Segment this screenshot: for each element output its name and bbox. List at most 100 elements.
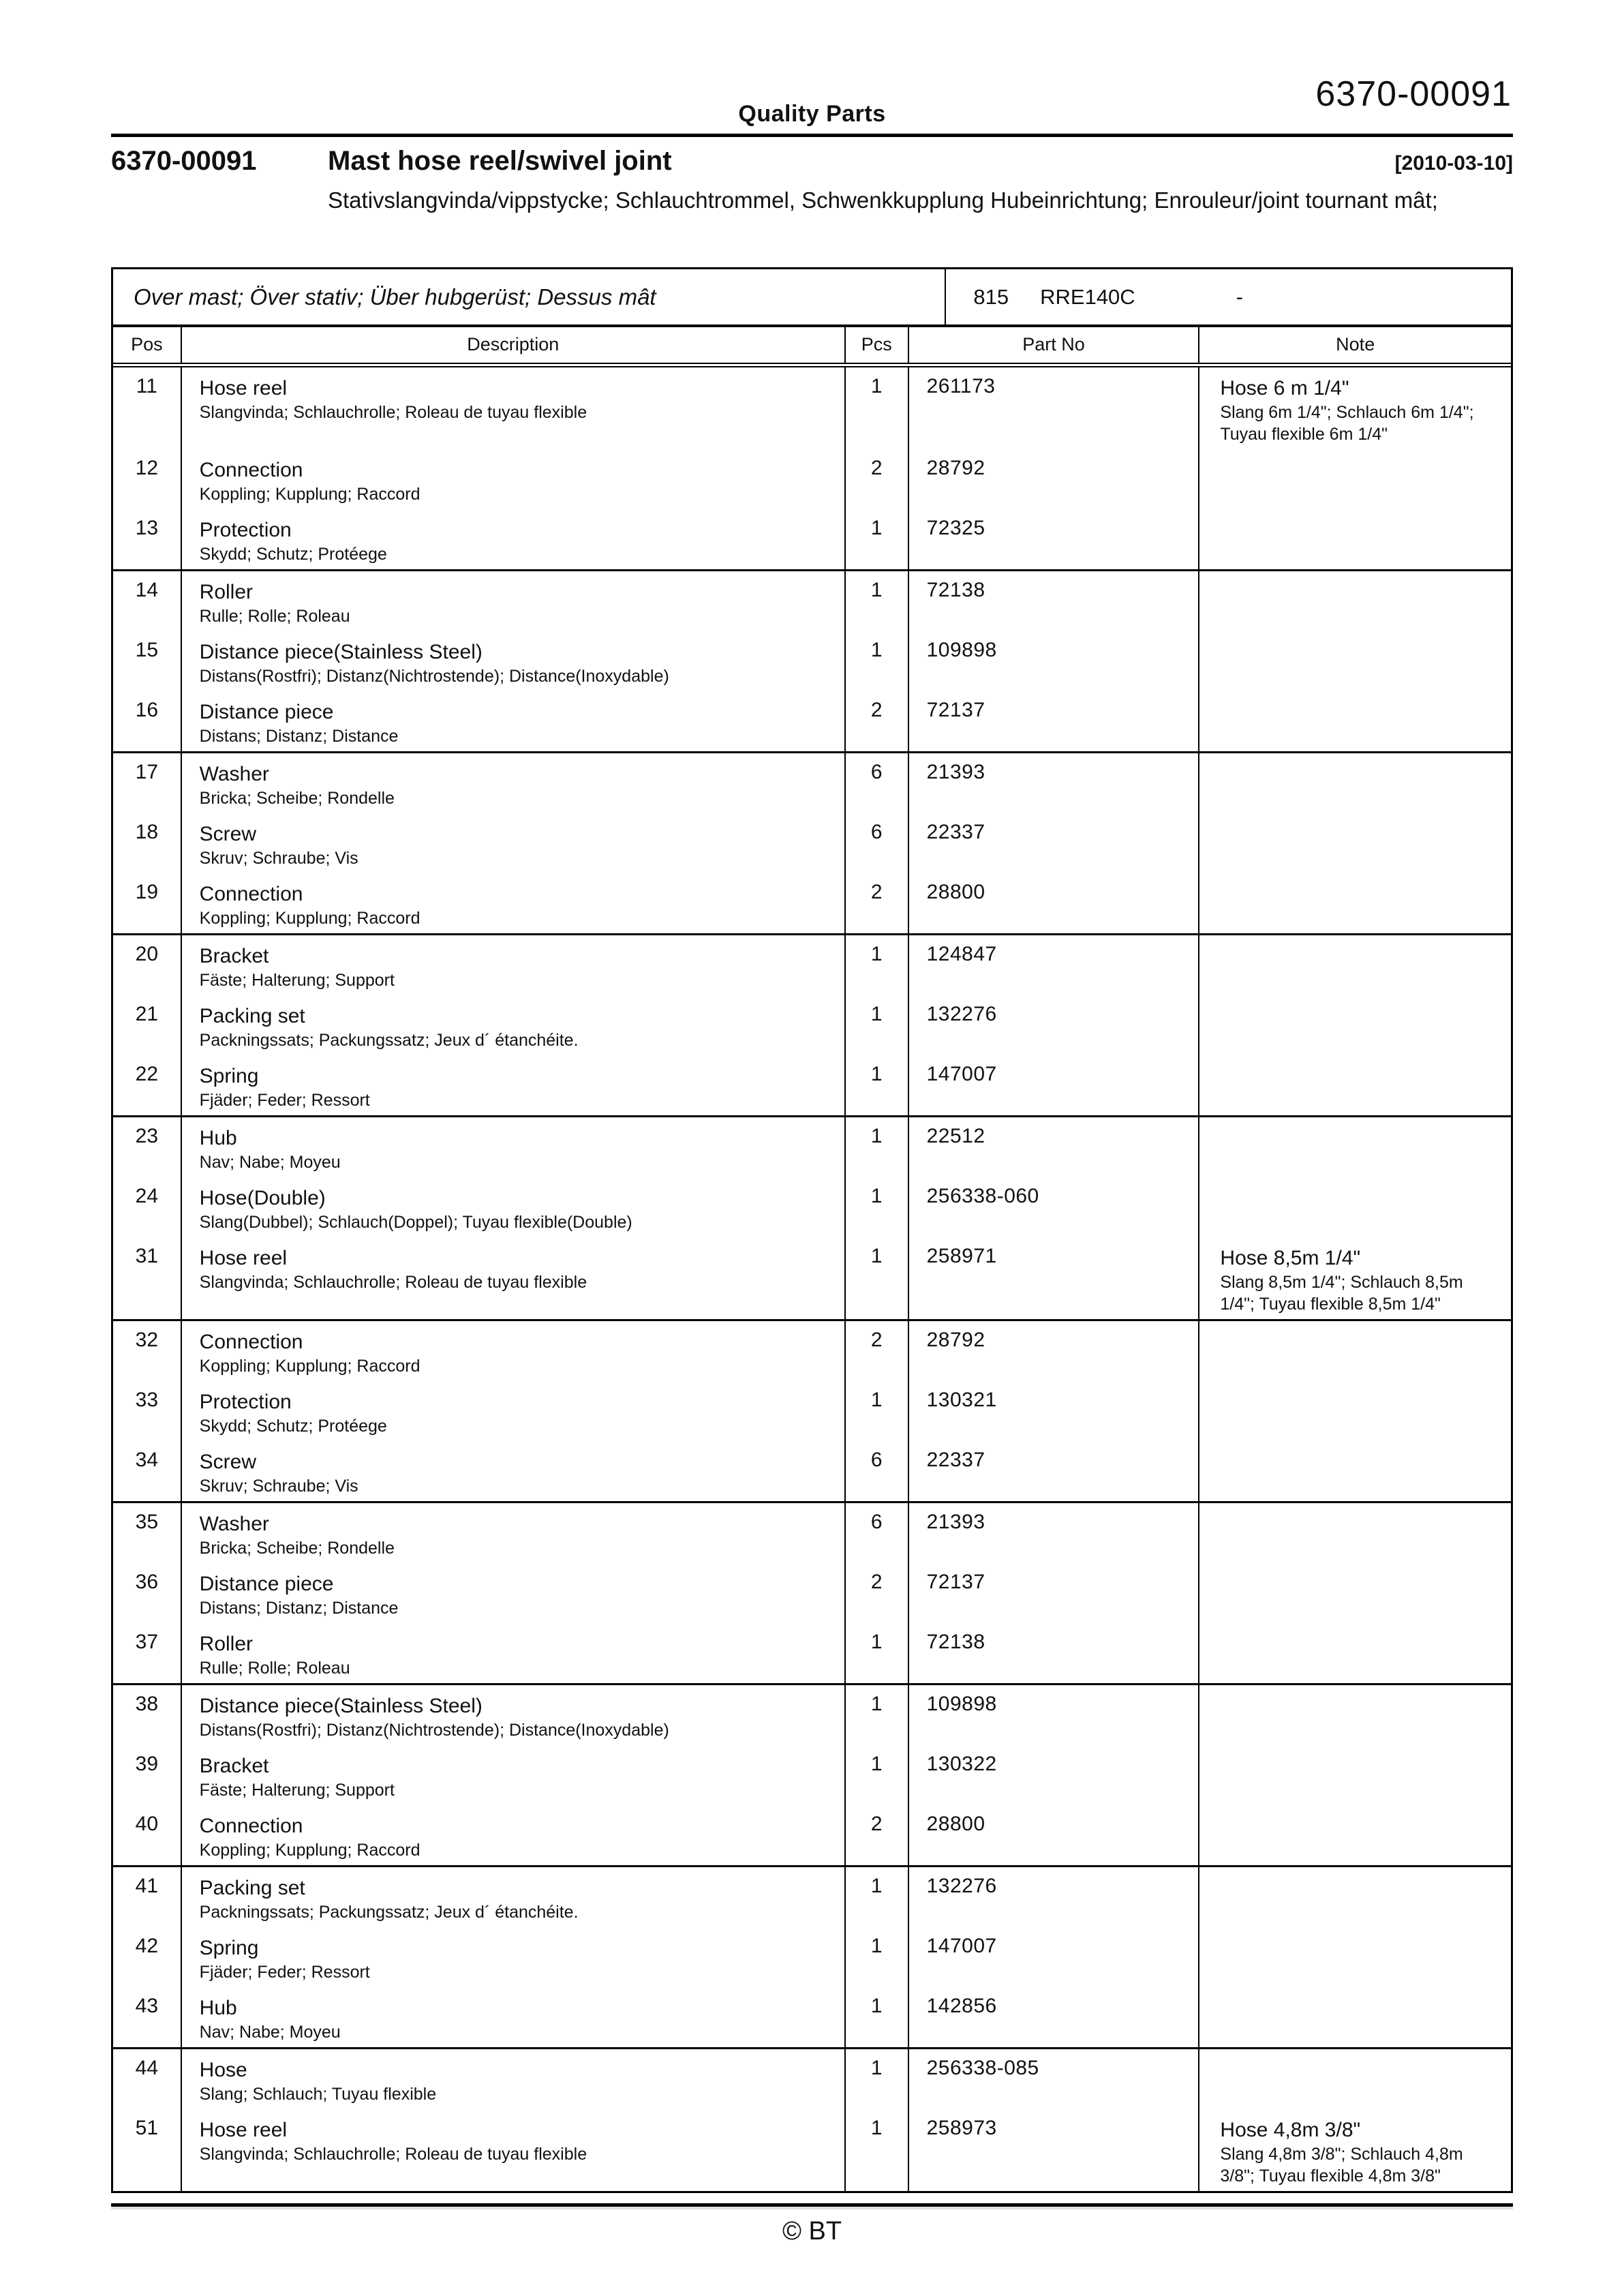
page-title: Mast hose reel/swivel joint	[328, 146, 672, 176]
cell-note	[1198, 631, 1511, 691]
table-row: 41 Packing set Packningssats; Packungssatz…	[113, 1866, 1511, 1927]
column-header-row: Pos Description Pcs Part No Note	[113, 327, 1511, 367]
description-text: Protection	[199, 1390, 292, 1413]
table-row: 13 Protection Skydd; Schutz; Protéege 1 7232…	[113, 509, 1511, 570]
description-text: Distance piece(Stainless Steel)	[199, 640, 483, 663]
description-translations: Skydd; Schutz; Protéege	[199, 1416, 387, 1436]
cell-description: Spring Fjäder; Feder; Ressort	[180, 1927, 845, 1987]
cell-pcs: 2	[844, 691, 908, 752]
cell-part-no: 28800	[907, 1804, 1199, 1866]
note-translations: Slang 8,5m 1/4"; Schlauch 8,5m 1/4"; Tuy…	[1220, 1272, 1463, 1314]
cell-description: Packing set Packningssats; Packungssatz; …	[180, 995, 845, 1055]
description-translations: Nav; Nabe; Moyeu	[199, 2022, 341, 2042]
cell-note	[1198, 1927, 1511, 1987]
parts-list: Pos Description Pcs Part No Note 11 Hose …	[113, 327, 1511, 2191]
cell-pos: 22	[135, 1062, 159, 1085]
table-row: 34 Screw Skruv; Schraube; Vis 6 22337	[113, 1440, 1511, 1502]
description-translations: Fäste; Halterung; Support	[199, 1780, 395, 1800]
cell-part-no: 72137	[907, 691, 1199, 752]
cell-pcs: 6	[844, 1502, 908, 1563]
cell-pos: 16	[135, 698, 159, 721]
cell-part-no: 22512	[907, 1116, 1199, 1177]
revision-date: [2010-03-10]	[1394, 152, 1513, 175]
cell-pos: 34	[135, 1448, 159, 1471]
cell-pcs: 1	[844, 1684, 908, 1745]
cell-part-no: 22337	[907, 1440, 1199, 1502]
description-translations: Slangvinda; Schlauchrolle; Roleau de tuy…	[199, 402, 587, 422]
cell-description: Roller Rulle; Rolle; Roleau	[180, 570, 845, 631]
description-text: Hub	[199, 1126, 237, 1149]
table-section-row: Over mast; Över stativ; Über hubgerüst; …	[113, 269, 1511, 327]
description-text: Connection	[199, 1814, 303, 1837]
table-row: 40 Connection Koppling; Kupplung; Raccord 2…	[113, 1804, 1511, 1866]
cell-pcs: 2	[844, 1804, 908, 1866]
cell-part-no: 72325	[907, 509, 1199, 570]
table-row: 38 Distance piece(Stainless Steel) Distans…	[113, 1684, 1511, 1745]
cell-note	[1198, 995, 1511, 1055]
cell-part-no: 147007	[907, 1055, 1199, 1116]
description-translations: Distans(Rostfri); Distanz(Nichtrostende)…	[199, 666, 669, 686]
description-translations: Bricka; Scheibe; Rondelle	[199, 1538, 395, 1558]
section-variant: -	[1236, 284, 1244, 309]
description-translations: Skruv; Schraube; Vis	[199, 1476, 358, 1496]
cell-note	[1198, 873, 1511, 934]
cell-pcs: 1	[844, 1744, 908, 1805]
masthead-title: Quality Parts	[738, 101, 886, 127]
cell-description: Hub Nav; Nabe; Moyeu	[180, 1116, 845, 1177]
cell-note	[1198, 1440, 1511, 1502]
cell-pcs: 1	[844, 365, 908, 449]
cell-note	[1198, 1684, 1511, 1745]
cell-pos: 33	[135, 1388, 159, 1411]
cell-description: Bracket Fäste; Halterung; Support	[180, 934, 845, 995]
description-translations: Koppling; Kupplung; Raccord	[199, 484, 420, 504]
cell-pcs: 1	[844, 934, 908, 995]
cell-note	[1198, 1055, 1511, 1116]
description-translations: Slangvinda; Schlauchrolle; Roleau de tuy…	[199, 1272, 587, 1292]
copyright: © BT	[782, 2217, 842, 2246]
cell-note: Hose 8,5m 1/4" Slang 8,5m 1/4"; Schlauch …	[1198, 1237, 1511, 1320]
row-group: 20 Bracket Fäste; Halterung; Support 1 12484…	[113, 934, 1511, 1116]
page-subtitle: Stativslangvinda/vippstycke; Schlauchtro…	[328, 187, 1438, 213]
cell-pcs: 6	[844, 752, 908, 813]
table-row: 16 Distance piece Distans; Distanz; Distan…	[113, 691, 1511, 752]
cell-part-no: 124847	[907, 934, 1199, 995]
description-text: Hose(Double)	[199, 1186, 326, 1209]
table-row: 44 Hose Slang; Schlauch; Tuyau flexible 1 25…	[113, 2048, 1511, 2109]
row-group: 23 Hub Nav; Nabe; Moyeu 1 22512 24 Hose(Double…	[113, 1116, 1511, 1320]
cell-description: Hose(Double) Slang(Dubbel); Schlauch(Dopp…	[180, 1177, 845, 1237]
row-group: 11 Hose reel Slangvinda; Schlauchrolle; Ro…	[113, 365, 1511, 570]
table-row: 14 Roller Rulle; Rolle; Roleau 1 72138	[113, 570, 1511, 631]
table-row: 42 Spring Fjäder; Feder; Ressort 1 147007	[113, 1927, 1511, 1987]
cell-description: Roller Rulle; Rolle; Roleau	[180, 1622, 845, 1684]
section-label-cell: Over mast; Över stativ; Über hubgerüst; …	[113, 269, 947, 324]
cell-part-no: 22337	[907, 813, 1199, 873]
cell-pcs: 1	[844, 1987, 908, 2048]
table-row: 21 Packing set Packningssats; Packungssatz…	[113, 995, 1511, 1055]
cell-part-no: 258973	[907, 2109, 1199, 2191]
cell-pos: 35	[135, 1510, 159, 1533]
col-header-pcs: Pcs	[844, 327, 908, 367]
cell-part-no: 142856	[907, 1987, 1199, 2048]
table-row: 11 Hose reel Slangvinda; Schlauchrolle; Ro…	[113, 365, 1511, 449]
description-translations: Skruv; Schraube; Vis	[199, 848, 358, 868]
section-model: RRE140C	[1040, 284, 1135, 309]
description-translations: Packningssats; Packungssatz; Jeux d´ éta…	[199, 1902, 579, 1922]
cell-note	[1198, 509, 1511, 570]
cell-description: Hose reel Slangvinda; Schlauchrolle; Role…	[180, 365, 845, 449]
cell-pos: 15	[135, 638, 159, 661]
cell-note	[1198, 1502, 1511, 1563]
description-text: Hose reel	[199, 2118, 288, 2141]
cell-part-no: 28800	[907, 873, 1199, 934]
cell-description: Connection Koppling; Kupplung; Raccord	[180, 1320, 845, 1381]
cell-note	[1198, 691, 1511, 752]
cell-pcs: 1	[844, 631, 908, 691]
cell-part-no: 109898	[907, 631, 1199, 691]
section-code: 815	[973, 284, 1009, 309]
cell-pcs: 1	[844, 1380, 908, 1441]
cell-note	[1198, 1987, 1511, 2048]
table-row: 37 Roller Rulle; Rolle; Roleau 1 72138	[113, 1622, 1511, 1684]
cell-pos: 24	[135, 1184, 159, 1207]
cell-pos: 37	[135, 1630, 159, 1653]
description-text: Screw	[199, 1450, 257, 1473]
description-text: Distance piece	[199, 1572, 334, 1595]
